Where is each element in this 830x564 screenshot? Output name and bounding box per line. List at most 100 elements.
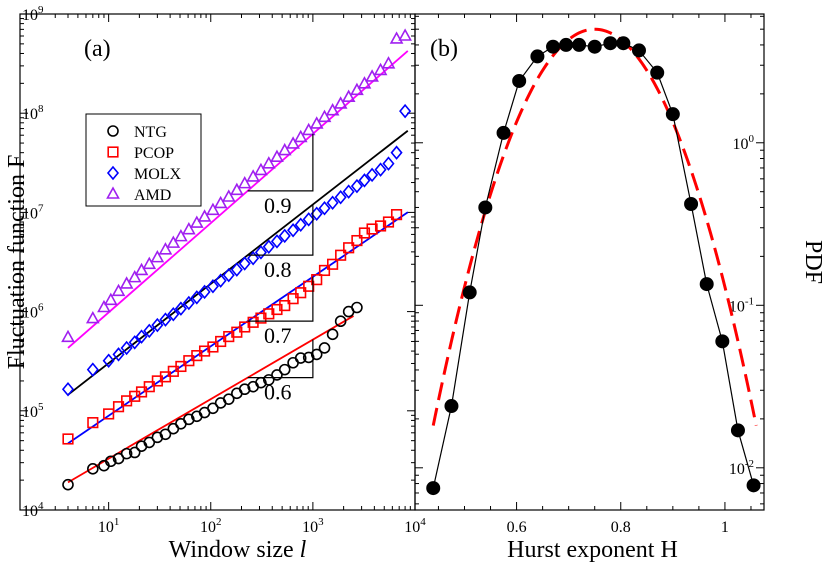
data-point-amd — [85, 310, 100, 324]
data-point-molx — [294, 217, 307, 233]
data-point-molx — [358, 173, 371, 188]
data-point-molx — [120, 340, 133, 356]
pdf-data-point — [603, 36, 618, 51]
data-point-amd — [103, 292, 118, 306]
y-tick-label: 108 — [22, 103, 44, 123]
data-point-pcop — [318, 264, 331, 277]
data-point-molx — [86, 362, 99, 377]
data-point-ntg — [310, 348, 323, 361]
slope-triangle — [247, 339, 314, 379]
data-point-amd — [333, 96, 348, 109]
pdf-data-point — [559, 37, 574, 52]
data-point-pcop — [343, 242, 355, 254]
data-point-pcop — [311, 274, 323, 286]
panel-a-x-ticks — [20, 13, 416, 511]
legend-marker-amd — [106, 186, 120, 199]
x-axis-label: Hurst exponent H — [507, 537, 678, 563]
data-point-pcop — [175, 360, 187, 373]
data-point-amd — [365, 69, 379, 82]
data-point-molx — [61, 381, 75, 397]
data-point-ntg — [62, 478, 74, 491]
data-point-molx — [382, 156, 395, 171]
data-point-pcop — [279, 299, 291, 312]
pdf-data-point — [616, 36, 631, 51]
slope-triangle — [247, 133, 314, 192]
y-axis-label: PDF — [800, 240, 826, 284]
data-point-molx — [254, 245, 267, 260]
data-point-amd — [213, 195, 228, 209]
data-point-pcop — [143, 381, 155, 393]
data-point-amd — [286, 136, 300, 149]
data-point-pcop — [103, 408, 115, 420]
data-point-molx — [238, 256, 251, 271]
legend-marker-ntg — [107, 125, 119, 137]
data-point-amd — [389, 31, 404, 44]
data-point-ntg — [262, 374, 275, 386]
y-tick-label: 10-2 — [729, 458, 754, 478]
data-point-amd — [181, 221, 196, 235]
y-tick-label: 104 — [22, 500, 44, 520]
empirical-pdf-points — [426, 36, 761, 496]
data-point-ntg — [294, 352, 307, 364]
data-point-ntg — [159, 428, 172, 441]
data-point-amd — [398, 28, 412, 41]
data-point-molx — [112, 347, 125, 362]
data-point-amd — [293, 129, 308, 143]
data-point-molx — [270, 234, 284, 249]
series-ntg: 0.6 — [62, 301, 363, 491]
y-tick-label: 100 — [733, 133, 755, 153]
data-point-amd — [357, 76, 372, 89]
legend-label-amd: AMD — [134, 187, 171, 204]
data-point-molx — [151, 317, 164, 333]
data-point-amd — [119, 276, 134, 289]
data-point-molx — [390, 145, 403, 160]
x-tick-label: 1 — [721, 519, 729, 536]
data-point-molx — [230, 262, 243, 277]
data-point-pcop — [374, 220, 387, 232]
data-point-amd — [341, 89, 356, 102]
pdf-data-point — [478, 200, 493, 215]
data-point-amd — [325, 103, 340, 116]
data-point-molx — [190, 290, 203, 305]
pdf-data-point — [546, 39, 561, 54]
data-point-molx — [318, 201, 331, 216]
data-point-ntg — [351, 301, 363, 314]
pdf-data-point — [631, 43, 646, 58]
data-point-amd — [127, 269, 142, 283]
data-point-ntg — [278, 363, 291, 376]
data-point-amd — [150, 249, 165, 263]
data-point-amd — [111, 283, 126, 297]
data-point-pcop — [358, 227, 371, 239]
data-point-molx — [182, 295, 195, 311]
fit-line-ntg — [67, 315, 354, 484]
pdf-data-point — [587, 39, 602, 54]
data-point-amd — [317, 109, 332, 123]
data-point-molx — [135, 329, 148, 344]
data-point-molx — [247, 250, 260, 266]
data-point-amd — [381, 56, 396, 69]
data-point-ntg — [112, 452, 125, 465]
pdf-data-point — [512, 73, 527, 88]
data-point-ntg — [120, 447, 133, 460]
data-point-pcop — [335, 249, 347, 261]
slope-triangle — [247, 204, 314, 256]
data-point-molx — [167, 307, 180, 322]
slope-label-ntg: 0.6 — [264, 380, 292, 405]
x-tick-label: 104 — [404, 516, 426, 536]
data-point-pcop — [271, 303, 283, 316]
pdf-data-point — [530, 49, 545, 64]
data-point-amd — [237, 175, 252, 189]
data-point-amd — [197, 209, 212, 222]
data-point-amd — [254, 162, 268, 176]
pdf-data-point — [715, 334, 730, 349]
x-axis-label: Window size l — [169, 537, 307, 563]
data-point-molx — [366, 167, 379, 183]
data-point-amd — [97, 299, 111, 313]
data-point-amd — [134, 262, 149, 276]
data-point-molx — [350, 178, 363, 194]
slope-label-pcop: 0.7 — [264, 323, 292, 348]
y-tick-label: 106 — [22, 302, 44, 322]
empirical-pdf-line — [432, 42, 755, 489]
data-point-molx — [278, 228, 291, 244]
